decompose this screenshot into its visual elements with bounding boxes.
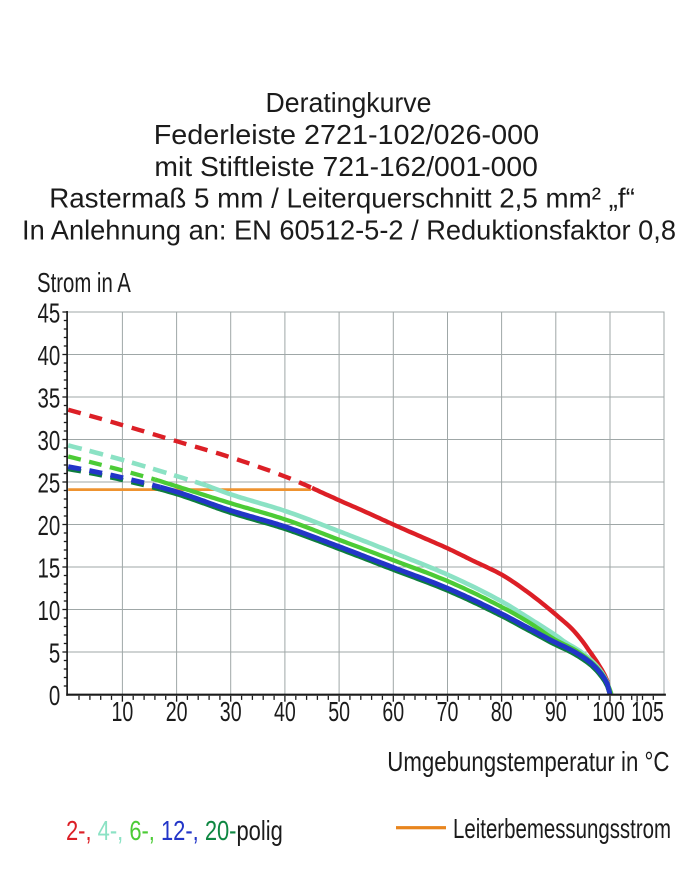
svg-text:70: 70 [437, 696, 459, 727]
svg-text:Rastermaß 5 mm / Leiterquersch: Rastermaß 5 mm / Leiterquerschnitt 2,5 m… [49, 182, 635, 213]
svg-text:20: 20 [37, 511, 60, 542]
svg-text:100: 100 [592, 696, 625, 727]
svg-text:40: 40 [274, 696, 296, 727]
svg-text:10: 10 [112, 696, 134, 727]
svg-text:5: 5 [49, 638, 60, 669]
svg-text:In Anlehnung an: EN 60512-5-2: In Anlehnung an: EN 60512-5-2 / Reduktio… [22, 214, 676, 245]
svg-text:30: 30 [37, 426, 60, 457]
svg-text:15: 15 [37, 553, 60, 584]
svg-text:Strom in A: Strom in A [37, 268, 131, 299]
svg-text:35: 35 [37, 383, 60, 414]
svg-text:2-, 4-, 6-, 12-, 20-polig: 2-, 4-, 6-, 12-, 20-polig [66, 816, 283, 847]
svg-text:20: 20 [166, 696, 188, 727]
svg-text:mit Stiftleiste 721-162/001-00: mit Stiftleiste 721-162/001-000 [154, 151, 537, 182]
svg-text:Leiterbemessungsstrom: Leiterbemessungsstrom [453, 814, 671, 845]
svg-text:30: 30 [220, 696, 242, 727]
svg-text:40: 40 [37, 341, 60, 372]
svg-text:25: 25 [37, 468, 60, 499]
svg-text:90: 90 [545, 696, 567, 727]
svg-text:50: 50 [328, 696, 350, 727]
svg-text:10: 10 [37, 596, 60, 627]
svg-text:80: 80 [491, 696, 513, 727]
svg-text:0: 0 [49, 681, 60, 712]
svg-text:Deratingkurve: Deratingkurve [266, 86, 432, 118]
svg-text:105: 105 [631, 696, 664, 727]
svg-text:Umgebungstemperatur in °C: Umgebungstemperatur in °C [387, 747, 669, 778]
svg-text:45: 45 [37, 298, 60, 329]
svg-text:Federleiste 2721-102/026-000: Federleiste 2721-102/026-000 [154, 119, 539, 151]
svg-text:60: 60 [382, 696, 404, 727]
